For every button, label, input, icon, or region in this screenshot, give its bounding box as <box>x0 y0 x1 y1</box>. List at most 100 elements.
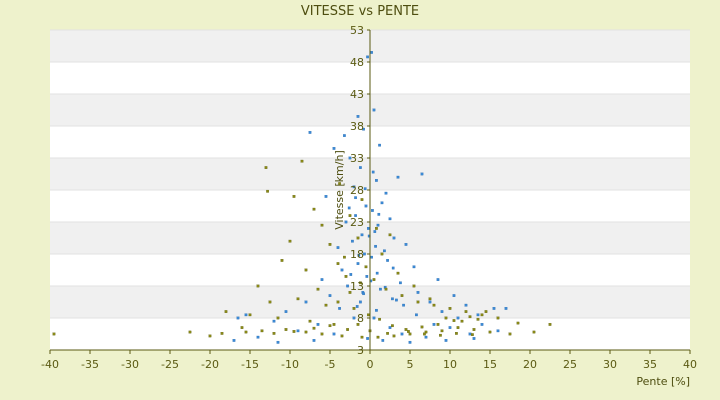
data-point-blue <box>308 131 312 134</box>
data-point-olive <box>375 227 378 230</box>
data-point-olive <box>360 198 364 201</box>
y-tick-label: 28 <box>350 184 364 197</box>
data-point-blue <box>344 220 348 224</box>
data-point-blue <box>366 337 369 340</box>
data-point-blue <box>284 310 288 313</box>
data-point-blue <box>464 303 468 307</box>
data-point-blue <box>354 214 357 217</box>
data-point-blue <box>504 307 508 310</box>
data-point-blue <box>312 339 316 342</box>
data-point-blue <box>371 170 375 174</box>
data-point-olive <box>244 330 248 334</box>
data-point-olive <box>428 297 432 301</box>
data-point-blue <box>375 308 378 312</box>
data-point-blue <box>346 284 349 288</box>
data-point-blue <box>373 230 377 233</box>
data-point-blue <box>384 191 388 195</box>
x-tick-label: 25 <box>563 358 577 371</box>
data-point-blue <box>320 278 324 281</box>
data-point-olive <box>391 324 394 328</box>
data-point-olive <box>455 332 458 335</box>
data-point-olive <box>392 334 396 338</box>
data-point-olive <box>407 330 410 333</box>
data-point-blue <box>391 266 395 270</box>
data-point-olive <box>400 294 404 297</box>
data-point-olive <box>248 313 252 317</box>
data-point-olive <box>338 182 341 185</box>
y-tick-label: 23 <box>350 216 364 229</box>
data-point-blue <box>375 271 379 275</box>
data-point-blue <box>362 292 365 296</box>
data-points <box>52 51 552 344</box>
data-point-blue <box>332 332 336 336</box>
data-point-olive <box>424 330 428 334</box>
data-point-blue <box>480 323 484 326</box>
data-point-blue <box>456 316 460 320</box>
data-point-blue <box>349 273 353 276</box>
data-point-blue <box>399 281 402 285</box>
data-point-blue <box>256 335 260 339</box>
x-tick-label: -30 <box>121 358 139 371</box>
y-tick-label: 3 <box>357 344 364 357</box>
data-point-olive <box>188 330 192 334</box>
data-point-blue <box>324 195 328 198</box>
data-point-olive <box>364 265 368 269</box>
data-point-blue <box>452 294 456 297</box>
data-point-olive <box>256 284 260 288</box>
data-point-olive <box>312 207 316 211</box>
data-point-olive <box>320 223 324 227</box>
data-point-blue <box>236 316 240 320</box>
x-tick-label: -20 <box>201 358 219 371</box>
data-point-olive <box>260 329 264 333</box>
data-point-olive <box>272 332 276 335</box>
data-point-olive <box>532 330 536 334</box>
data-point-olive <box>471 333 474 336</box>
data-point-olive <box>488 330 492 334</box>
data-point-blue <box>440 310 444 313</box>
data-point-blue <box>375 179 378 182</box>
data-point-blue <box>376 223 380 227</box>
data-point-olive <box>484 310 488 313</box>
data-point-blue <box>356 262 360 265</box>
data-point-blue <box>367 227 370 230</box>
data-point-olive <box>52 332 56 336</box>
data-point-olive <box>476 317 480 321</box>
data-point-olive <box>408 332 412 336</box>
data-point-olive <box>208 334 212 338</box>
data-point-blue <box>404 243 408 246</box>
data-point-olive <box>480 313 484 317</box>
data-point-olive <box>264 166 268 169</box>
data-point-blue <box>363 252 366 256</box>
data-point-blue <box>436 278 440 281</box>
data-point-olive <box>268 300 272 304</box>
data-point-olive <box>439 333 442 337</box>
data-point-olive <box>220 332 224 335</box>
data-point-blue <box>402 303 405 307</box>
x-tick-label: 30 <box>603 358 617 371</box>
data-point-blue <box>244 313 248 317</box>
data-point-olive <box>320 332 324 336</box>
data-point-blue <box>378 143 381 147</box>
data-point-blue <box>348 156 352 160</box>
data-point-olive <box>360 335 364 339</box>
data-point-blue <box>272 319 276 323</box>
x-axis-title: Pente [%] <box>636 375 690 388</box>
data-point-blue <box>359 166 362 169</box>
data-point-olive <box>292 330 296 333</box>
data-point-olive <box>448 307 452 310</box>
x-tick-label: 15 <box>483 358 497 371</box>
x-tick-label: -35 <box>81 358 99 371</box>
y-tick-label: 38 <box>350 120 364 133</box>
x-tick-labels: -40 -35 -30 -25 -20 -15 -10 -5 0 5 10 15 20 25 30 35 40 <box>41 350 697 371</box>
data-point-olive <box>346 328 349 331</box>
data-point-blue <box>359 300 362 304</box>
data-point-olive <box>388 233 392 237</box>
data-point-blue <box>332 147 336 150</box>
data-point-blue <box>336 246 340 249</box>
data-point-olive <box>276 316 280 320</box>
data-point-blue <box>363 187 367 191</box>
data-point-olive <box>468 315 472 319</box>
data-point-olive <box>316 287 320 291</box>
